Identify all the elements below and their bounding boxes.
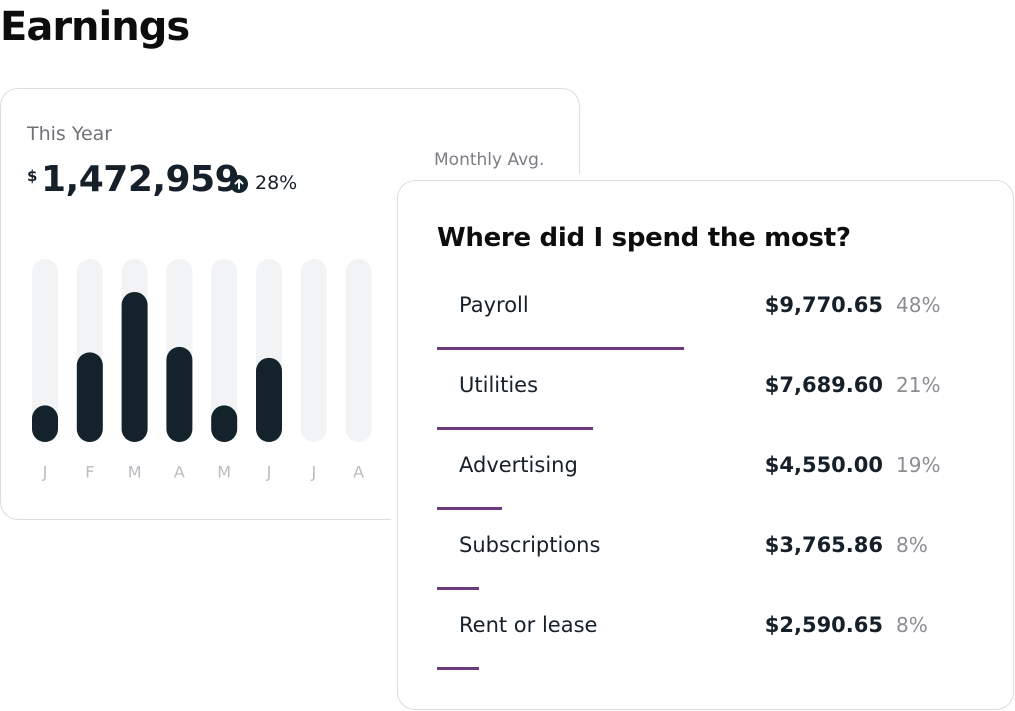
month-label: A bbox=[353, 463, 364, 482]
category-underline bbox=[437, 587, 479, 590]
category-amount: $4,550.00 bbox=[764, 453, 883, 477]
category-percent: 21% bbox=[896, 373, 941, 397]
currency-symbol: $ bbox=[27, 167, 38, 185]
month-label: J bbox=[310, 463, 316, 482]
bar-track bbox=[300, 259, 327, 442]
category-amount: $2,590.65 bbox=[764, 613, 883, 637]
bar-track bbox=[211, 259, 238, 442]
category-percent: 48% bbox=[896, 293, 941, 317]
month-label: F bbox=[85, 463, 94, 482]
spending-card: Where did I spend the most? Payroll $9,77… bbox=[397, 180, 1014, 710]
category-percent: 19% bbox=[896, 453, 941, 477]
category-underline bbox=[437, 347, 684, 350]
bar bbox=[76, 352, 103, 442]
category-amount: $7,689.60 bbox=[764, 373, 883, 397]
bar bbox=[121, 291, 148, 442]
page-title: Earnings bbox=[0, 4, 190, 50]
category-name: Subscriptions bbox=[459, 533, 601, 557]
category-name: Payroll bbox=[459, 293, 529, 317]
period-label: This Year bbox=[27, 123, 113, 145]
total-amount: 1,472,959 bbox=[41, 159, 240, 200]
spending-title: Where did I spend the most? bbox=[437, 223, 851, 253]
month-label: J bbox=[42, 463, 48, 482]
category-underline bbox=[437, 667, 479, 670]
change-percent: 28% bbox=[255, 172, 298, 194]
category-underline bbox=[437, 507, 502, 510]
category-underline bbox=[437, 427, 593, 430]
monthly-avg-label: Monthly Avg. bbox=[434, 150, 545, 170]
category-name: Advertising bbox=[459, 453, 578, 477]
month-label: M bbox=[128, 463, 142, 482]
category-name: Rent or lease bbox=[459, 613, 598, 637]
category-percent: 8% bbox=[896, 613, 928, 637]
bar bbox=[32, 405, 58, 442]
month-label: J bbox=[266, 463, 272, 482]
bar bbox=[211, 405, 238, 442]
bar-track bbox=[345, 259, 372, 442]
bar bbox=[166, 346, 193, 442]
month-label: A bbox=[174, 463, 185, 482]
month-label: M bbox=[217, 463, 231, 482]
category-name: Utilities bbox=[459, 373, 539, 397]
bar-track bbox=[32, 259, 58, 442]
category-amount: $3,765.86 bbox=[764, 533, 883, 557]
category-percent: 8% bbox=[896, 533, 928, 557]
category-amount: $9,770.65 bbox=[764, 293, 883, 317]
up-icon bbox=[230, 175, 248, 193]
bar bbox=[256, 357, 282, 442]
